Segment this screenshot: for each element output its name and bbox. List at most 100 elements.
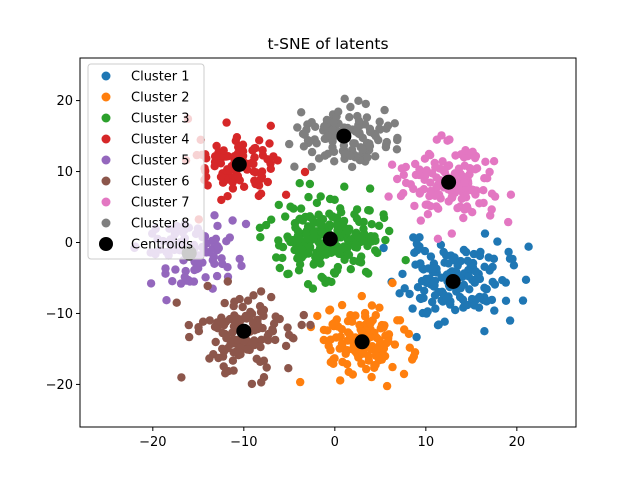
scatter-point	[176, 279, 186, 288]
scatter-point	[470, 153, 480, 163]
legend-marker	[101, 71, 111, 81]
scatter-point	[265, 139, 274, 148]
scatter-point	[323, 131, 332, 140]
centroid-point	[441, 174, 457, 190]
scatter-point	[243, 345, 252, 354]
scatter-point	[437, 273, 446, 282]
scatter-point	[321, 151, 330, 160]
scatter-point	[330, 157, 339, 166]
scatter-point	[365, 141, 375, 151]
scatter-point	[371, 152, 380, 161]
scatter-point	[213, 221, 222, 231]
scatter-point	[336, 204, 345, 213]
scatter-point	[274, 236, 283, 245]
scatter-point	[177, 373, 186, 382]
scatter-point	[416, 294, 425, 304]
scatter-point	[404, 329, 414, 339]
scatter-point	[420, 246, 430, 256]
scatter-point	[428, 297, 437, 307]
scatter-point	[357, 291, 366, 301]
scatter-point	[521, 275, 531, 284]
scatter-point	[409, 184, 418, 194]
scatter-point	[381, 235, 390, 245]
scatter-point	[363, 241, 372, 251]
scatter-point	[362, 364, 371, 374]
scatter-point	[365, 206, 374, 215]
scatter-point	[284, 234, 293, 243]
scatter-point	[423, 307, 432, 316]
scatter-point	[293, 123, 302, 132]
legend-marker	[101, 134, 111, 144]
scatter-point	[212, 141, 221, 151]
scatter-point	[161, 264, 170, 273]
series-2-points	[296, 278, 420, 391]
scatter-point	[351, 127, 360, 136]
legend-label: Cluster 1	[131, 70, 190, 85]
scatter-point	[304, 249, 313, 258]
scatter-point	[401, 256, 410, 265]
scatter-point	[172, 298, 181, 307]
scatter-point	[372, 345, 381, 354]
legend-label: Cluster 6	[131, 175, 190, 190]
scatter-point	[337, 300, 347, 310]
centroid-point	[336, 128, 352, 144]
scatter-point	[451, 305, 460, 315]
scatter-point	[505, 316, 515, 325]
legend: Cluster 1 Cluster 2 Cluster 3 Cluster 4 Clus…	[87, 63, 205, 260]
scatter-point	[483, 174, 492, 183]
scatter-point	[284, 330, 294, 340]
scatter-point	[293, 253, 302, 263]
scatter-point	[367, 372, 376, 382]
scatter-point	[233, 171, 243, 181]
scatter-point	[340, 94, 349, 104]
scatter-point	[239, 182, 249, 191]
scatter-point	[504, 217, 513, 227]
scatter-point	[324, 341, 333, 351]
scatter-point	[463, 204, 472, 213]
scatter-point	[307, 162, 316, 172]
scatter-point	[336, 332, 345, 341]
scatter-point	[475, 251, 485, 261]
scatter-point	[398, 269, 407, 279]
scatter-point	[343, 336, 352, 345]
scatter-point	[162, 296, 171, 305]
scatter-point	[375, 117, 384, 126]
scatter-point	[278, 242, 288, 252]
scatter-point	[347, 162, 357, 172]
scatter-point	[223, 277, 232, 286]
scatter-point	[210, 211, 219, 220]
scatter-point	[498, 276, 507, 285]
scatter-point	[218, 259, 227, 269]
scatter-point	[357, 348, 367, 357]
scatter-point	[440, 317, 449, 326]
scatter-point	[259, 373, 269, 382]
scatter-point	[329, 147, 339, 156]
y-tick-label: −20	[46, 378, 73, 393]
scatter-point	[256, 233, 265, 242]
scatter-point	[289, 204, 298, 213]
y-tick-label: 20	[56, 94, 73, 109]
scatter-point	[419, 265, 428, 274]
scatter-point	[379, 243, 388, 253]
scatter-point	[192, 264, 201, 274]
scatter-point	[393, 316, 402, 325]
legend-label: Cluster 7	[131, 196, 190, 211]
scatter-point	[295, 215, 304, 224]
scatter-point	[220, 298, 229, 308]
scatter-point	[367, 301, 377, 310]
scatter-point	[256, 342, 265, 352]
scatter-point	[336, 376, 345, 385]
scatter-point	[228, 356, 238, 365]
scatter-point	[225, 166, 234, 175]
scatter-point	[489, 157, 499, 166]
scatter-point	[249, 340, 259, 350]
scatter-point	[330, 318, 339, 328]
scatter-point	[262, 363, 271, 372]
scatter-point	[433, 321, 443, 330]
scatter-point	[431, 304, 440, 313]
scatter-point	[371, 246, 380, 255]
scatter-point	[256, 189, 266, 198]
scatter-point	[243, 296, 253, 305]
scatter-point	[241, 311, 250, 321]
scatter-point	[213, 241, 222, 251]
